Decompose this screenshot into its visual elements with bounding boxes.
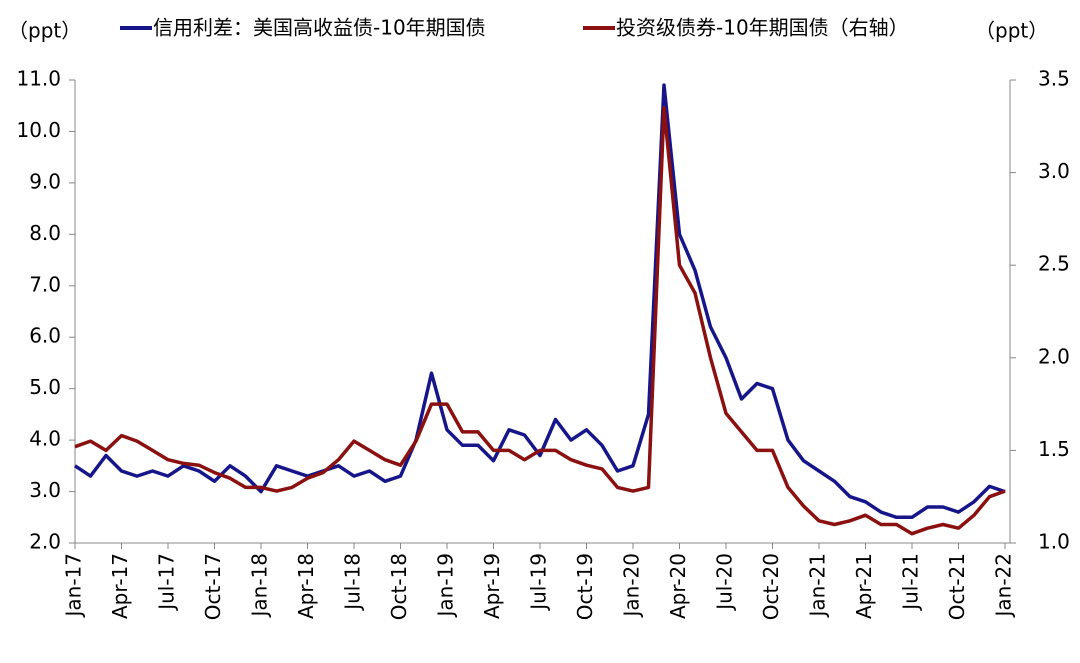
x-tick-label: Apr-20 — [666, 553, 690, 619]
y-tick-label: 4.0 — [29, 427, 61, 451]
series-line — [74, 106, 1006, 536]
y-tick-label: 9.0 — [29, 169, 61, 193]
y-tick-label: 8.0 — [29, 221, 61, 245]
x-tick-label: Jan-19 — [434, 553, 458, 619]
x-tick-label: Oct-21 — [945, 553, 969, 620]
x-tick-label: Jan-20 — [620, 553, 644, 619]
x-tick-label: Jul-20 — [713, 553, 737, 612]
y-tick-label: 7.0 — [29, 272, 61, 296]
y2-tick-label: 3.0 — [1038, 159, 1070, 183]
x-tick-label: Jul-18 — [341, 553, 365, 612]
x-tick-label: Jul-19 — [527, 553, 551, 612]
x-tick-label: Jul-17 — [155, 553, 179, 612]
x-tick-label: Oct-17 — [201, 553, 225, 620]
x-tick-label: Jan-18 — [248, 553, 272, 619]
x-tick-label: Apr-17 — [108, 553, 132, 619]
y-tick-label: 10.0 — [16, 118, 61, 142]
x-tick-label: Apr-18 — [294, 553, 318, 619]
y2-tick-label: 1.5 — [1038, 437, 1070, 461]
y2-tick-label: 1.0 — [1038, 530, 1070, 554]
y2-tick-label: 2.0 — [1038, 344, 1070, 368]
x-tick-label: Oct-20 — [759, 553, 783, 620]
x-tick-label: Jan-17 — [62, 553, 86, 619]
y-unit: （ppt） — [8, 19, 81, 43]
x-tick-label: Jan-21 — [806, 553, 830, 619]
y-tick-label: 5.0 — [29, 375, 61, 399]
y2-tick-label: 3.5 — [1038, 67, 1070, 91]
series-line — [74, 83, 1006, 520]
x-tick-label: Oct-18 — [387, 553, 411, 620]
x-tick-label: Jul-21 — [899, 553, 923, 612]
y2-unit: （ppt） — [975, 19, 1048, 43]
y-tick-label: 6.0 — [29, 324, 61, 348]
x-tick-label: Oct-19 — [573, 553, 597, 620]
legend-label: 信用利差：美国高收益债-10年期国债 — [153, 16, 486, 40]
x-tick-label: Jan-22 — [992, 553, 1016, 619]
y-tick-label: 2.0 — [29, 530, 61, 554]
legend-label: 投资级债券-10年期国债（右轴） — [616, 16, 909, 40]
x-tick-label: Apr-21 — [852, 553, 876, 619]
y2-tick-label: 2.5 — [1038, 252, 1070, 276]
x-tick-label: Apr-19 — [480, 553, 504, 619]
y-tick-label: 3.0 — [29, 478, 61, 502]
y-tick-label: 11.0 — [16, 67, 61, 91]
